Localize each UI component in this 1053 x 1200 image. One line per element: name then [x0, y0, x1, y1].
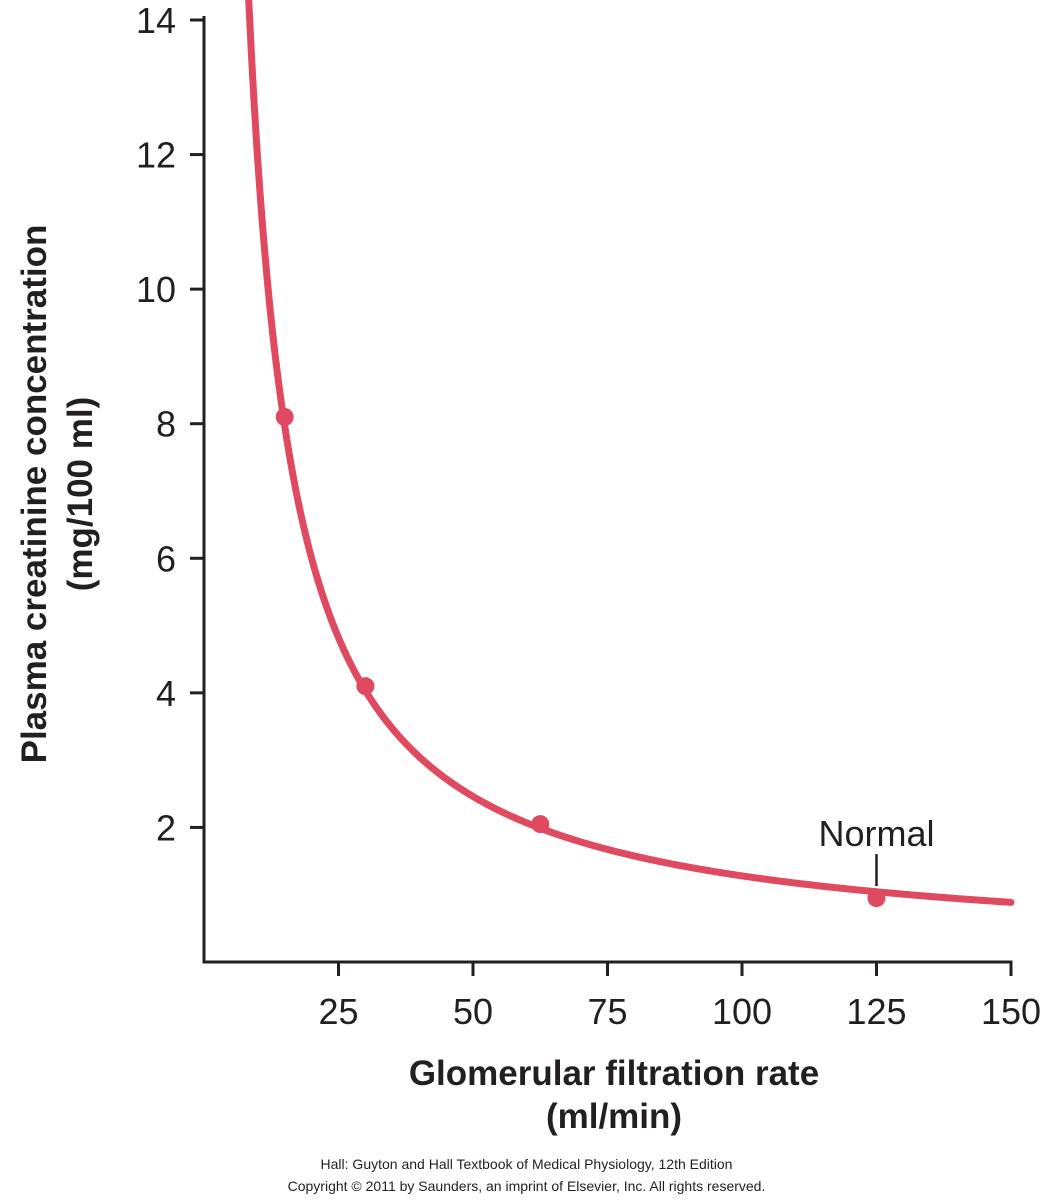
y-tick-label: 8 [156, 404, 176, 445]
x-axis-unit: (ml/min) [546, 1097, 682, 1136]
x-tick-label: 25 [318, 991, 358, 1032]
data-point [275, 407, 294, 426]
credit-copyright: Copyright © 2011 by Saunders, an imprint… [287, 1178, 766, 1194]
data-point [356, 677, 375, 696]
chart-ticks: 2 4 6 8 10 12 14 25 50 75 100 125 150 [136, 0, 1041, 1032]
x-tick-label: 75 [587, 991, 627, 1032]
data-point [531, 815, 550, 834]
chart-series [245, 0, 1015, 908]
chart-labels: Normal Glomerular filtration rate (ml/min)… [15, 225, 935, 1136]
x-axis-title: Glomerular filtration rate [409, 1054, 819, 1093]
annotation-label: Normal [818, 813, 934, 854]
y-tick-label: 12 [136, 135, 176, 176]
series-line [245, 0, 1015, 906]
x-tick-label: 100 [712, 991, 772, 1032]
data-point [867, 889, 886, 908]
credit-source: Hall: Guyton and Hall Textbook of Medica… [320, 1156, 733, 1172]
y-axis-unit: (mg/100 ml) [61, 397, 100, 592]
x-tick-label: 125 [846, 991, 906, 1032]
y-tick-label: 2 [156, 807, 176, 848]
y-tick-label: 14 [136, 0, 176, 41]
x-tick-label: 50 [453, 991, 493, 1032]
x-tick-label: 150 [981, 991, 1041, 1032]
y-tick-label: 10 [136, 269, 176, 310]
y-tick-label: 4 [156, 673, 176, 714]
y-tick-label: 6 [156, 538, 176, 579]
y-axis-title: Plasma creatinine concentration [15, 225, 54, 764]
